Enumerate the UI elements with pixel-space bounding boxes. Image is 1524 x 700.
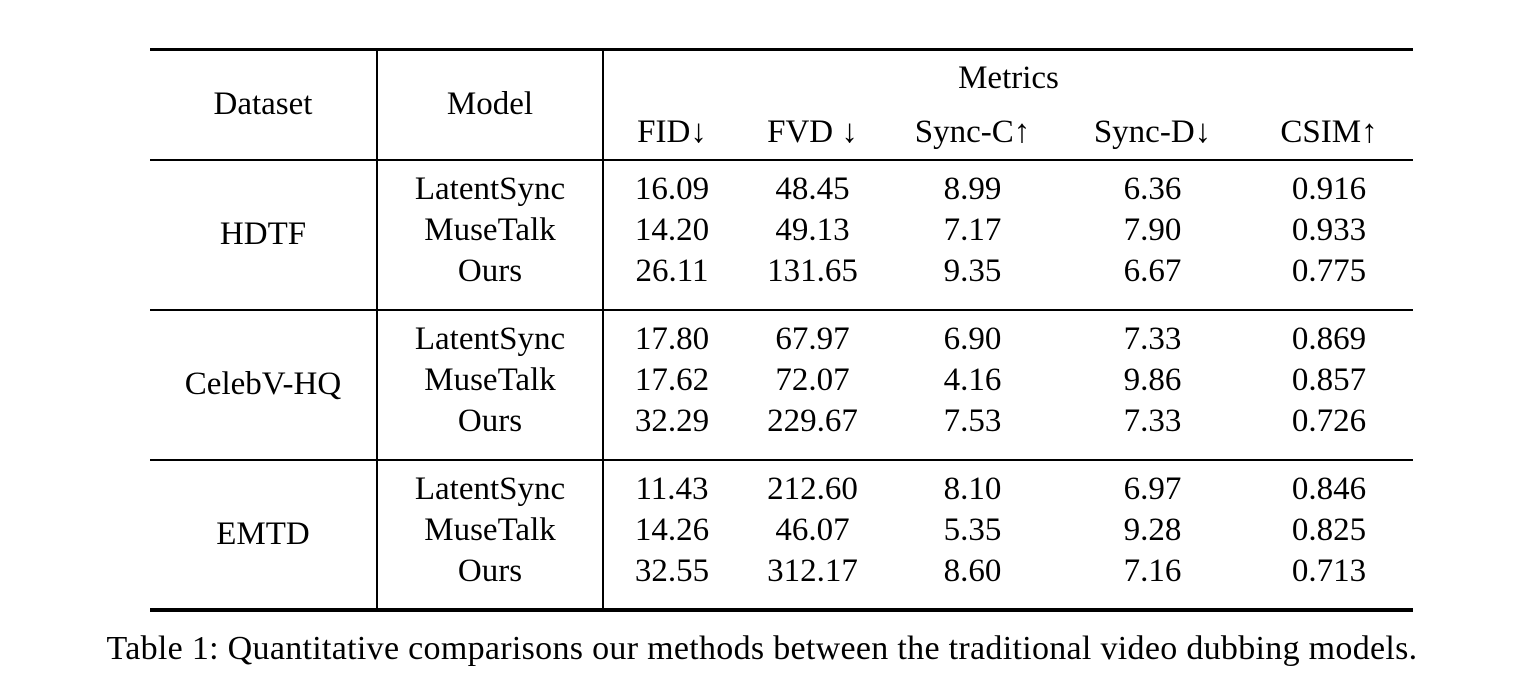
metric-value-cell: 0.726 <box>1291 402 1367 439</box>
metric-value-cell: 14.20 <box>602 209 740 251</box>
metric-value-cell: 229.67 <box>767 402 858 439</box>
table-row: HDTF LatentSync 16.09 48.45 8.99 6.36 0.916 <box>150 158 1414 310</box>
metric-value-cell: 6.90 <box>885 308 1060 360</box>
metric-value-cell: 14.26 <box>602 509 740 551</box>
metric-value-cell: 17.80 <box>602 308 740 360</box>
metric-value-cell: 49.13 <box>775 211 850 248</box>
dataset-name-cell: HDTF <box>150 158 377 310</box>
metric-value-cell: 212.60 <box>740 458 885 510</box>
metric-value-cell: 0.775 <box>1291 252 1367 289</box>
metric-value-cell: 0.713 <box>1291 552 1367 589</box>
model-name-cell: LatentSync <box>376 458 603 510</box>
metric-value-cell: 67.97 <box>740 308 885 360</box>
table-row: EMTD LatentSync 11.43 212.60 8.10 6.97 0.846 <box>150 458 1414 610</box>
metric-value-cell: 7.33 <box>1060 308 1245 360</box>
header-csim: CSIM↑ <box>1245 105 1414 161</box>
model-name-cell: MuseTalk <box>376 509 603 551</box>
model-name-cell: LatentSync <box>376 308 603 360</box>
metric-value-cell: 72.07 <box>775 361 850 398</box>
metric-value-cell: 0.933 <box>1291 211 1367 248</box>
table-row: MuseTalk 14.20 49.13 7.17 7.90 0.933 <box>150 209 1413 251</box>
model-name-cell: Ours <box>376 400 603 460</box>
metric-value-cell: 7.90 <box>1123 211 1182 248</box>
header-sync-d: Sync-D↓ <box>1060 105 1245 161</box>
metric-value-cell: 7.53 <box>943 402 1002 439</box>
metric-value-cell: 9.86 <box>1123 361 1182 398</box>
header-sync-c: Sync-C↑ <box>885 105 1060 161</box>
header-metrics-group: Metrics <box>601 49 1414 106</box>
metric-value-cell: 7.16 <box>1123 552 1182 589</box>
header-row-group: Dataset Model Metrics <box>150 49 1414 161</box>
header-fid: FID↓ <box>602 105 740 161</box>
metric-value-cell: 48.45 <box>740 158 885 210</box>
model-name-cell: Ours <box>376 250 603 310</box>
metric-value-cell: 6.67 <box>1123 252 1182 289</box>
header-fvd: FVD ↓ <box>740 105 885 161</box>
table-caption: Table 1: Quantitative comparisons our me… <box>106 630 1418 667</box>
metric-value-cell: 0.916 <box>1245 158 1414 210</box>
header-row-metrics: FID↓ FVD ↓ Sync-C↑ Sync-D↓ CSIM↑ <box>150 105 1414 161</box>
header-dataset: Dataset <box>150 49 377 161</box>
dataset-name-cell: CelebV-HQ <box>150 308 377 460</box>
metric-value-cell: 8.10 <box>885 458 1060 510</box>
metric-value-cell: 7.17 <box>943 211 1002 248</box>
metric-value-cell: 312.17 <box>767 552 858 589</box>
table-row: Ours 32.55 312.17 8.60 7.16 0.713 <box>150 550 1413 610</box>
metric-value-cell: 6.36 <box>1060 158 1245 210</box>
metric-value-cell: 0.869 <box>1245 308 1414 360</box>
metric-value-cell: 9.35 <box>943 252 1002 289</box>
metric-value-cell: 46.07 <box>775 511 850 548</box>
dataset-name-cell: EMTD <box>150 458 377 610</box>
model-name-cell: MuseTalk <box>376 359 603 401</box>
metric-value-cell: 0.857 <box>1291 361 1367 398</box>
metric-value-cell: 32.55 <box>602 550 740 610</box>
metric-value-cell: 9.28 <box>1123 511 1182 548</box>
metric-value-cell: 0.825 <box>1291 511 1367 548</box>
table-body: HDTF LatentSync 16.09 48.45 8.99 6.36 0.916 Mus… <box>150 158 1414 610</box>
metric-value-cell: 5.35 <box>943 511 1002 548</box>
model-name-cell: Ours <box>376 550 603 610</box>
metric-value-cell: 7.33 <box>1123 402 1182 439</box>
metric-value-cell: 17.62 <box>602 359 740 401</box>
metric-value-cell: 4.16 <box>943 361 1002 398</box>
table-row: CelebV-HQ LatentSync 17.80 67.97 6.90 7.33 0.8… <box>150 308 1414 460</box>
metric-value-cell: 0.846 <box>1245 458 1414 510</box>
metric-value-cell: 8.99 <box>885 158 1060 210</box>
table-row: Ours 32.29 229.67 7.53 7.33 0.726 <box>150 400 1413 460</box>
metric-value-cell: 11.43 <box>602 458 740 510</box>
model-name-cell: LatentSync <box>376 158 603 210</box>
table-row: Ours 26.11 131.65 9.35 6.67 0.775 <box>150 250 1413 310</box>
metric-value-cell: 16.09 <box>602 158 740 210</box>
metric-value-cell: 131.65 <box>767 252 858 289</box>
metric-value-cell: 26.11 <box>602 250 740 310</box>
metric-value-cell: 8.60 <box>943 552 1002 589</box>
model-name-cell: MuseTalk <box>376 209 603 251</box>
metric-value-cell: 6.97 <box>1060 458 1245 510</box>
header-model: Model <box>376 49 603 161</box>
metric-value-cell: 32.29 <box>602 400 740 460</box>
results-table: Dataset Model Metrics FID↓ FVD ↓ Sync-C↑… <box>150 48 1414 612</box>
table-header: Dataset Model Metrics FID↓ FVD ↓ Sync-C↑… <box>150 49 1414 161</box>
table-row: MuseTalk 17.62 72.07 4.16 9.86 0.857 <box>150 359 1413 401</box>
table-row: MuseTalk 14.26 46.07 5.35 9.28 0.825 <box>150 509 1413 551</box>
